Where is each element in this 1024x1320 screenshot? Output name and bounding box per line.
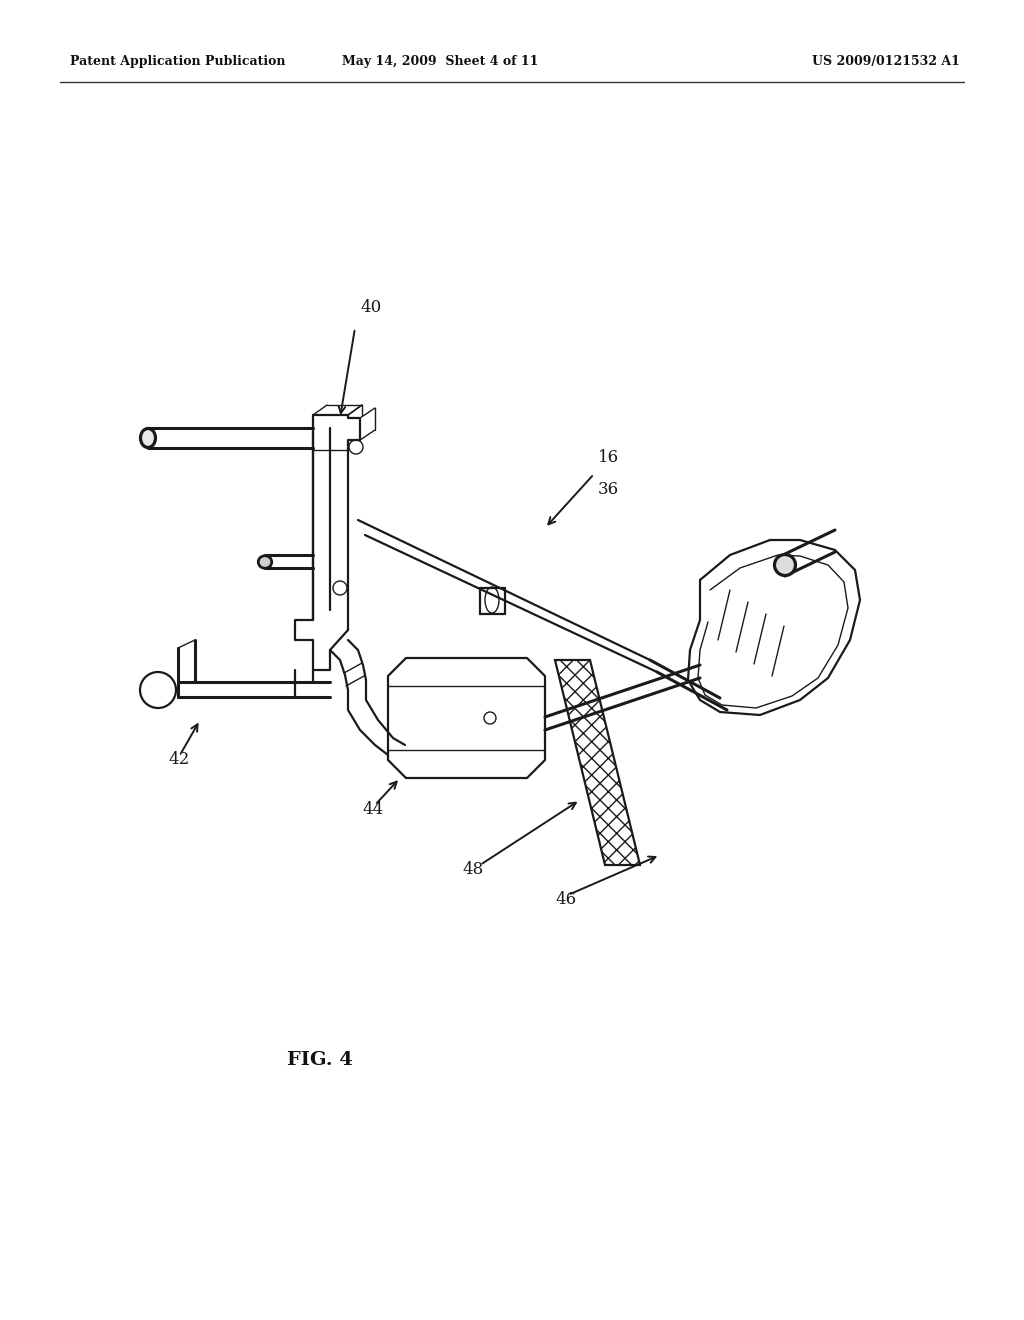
Text: 40: 40	[360, 300, 381, 317]
Text: May 14, 2009  Sheet 4 of 11: May 14, 2009 Sheet 4 of 11	[342, 55, 539, 69]
Circle shape	[140, 672, 176, 708]
Text: 48: 48	[462, 862, 483, 879]
Ellipse shape	[140, 428, 156, 447]
Text: Patent Application Publication: Patent Application Publication	[70, 55, 286, 69]
Text: 44: 44	[362, 801, 383, 818]
Text: 46: 46	[555, 891, 577, 908]
Ellipse shape	[258, 556, 272, 569]
Text: US 2009/0121532 A1: US 2009/0121532 A1	[812, 55, 961, 69]
Polygon shape	[555, 660, 640, 865]
Text: 36: 36	[598, 482, 620, 499]
Text: 42: 42	[168, 751, 189, 768]
Text: 16: 16	[598, 450, 620, 466]
Ellipse shape	[774, 554, 796, 576]
Text: FIG. 4: FIG. 4	[287, 1051, 353, 1069]
